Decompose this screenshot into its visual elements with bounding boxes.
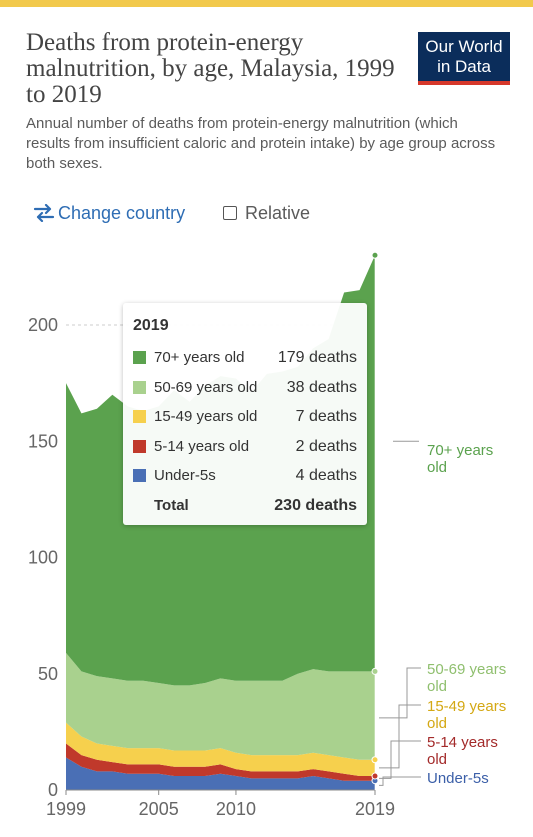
hover-point — [371, 251, 379, 259]
relative-label: Relative — [245, 203, 311, 223]
series-end-label-line: old — [427, 751, 447, 768]
series-end-label: Under-5s — [427, 770, 489, 787]
tooltip-series-value: 38 deaths — [286, 378, 357, 396]
y-tick-label: 200 — [28, 315, 58, 335]
chart-subtitle: Annual number of deaths from protein-ene… — [26, 115, 496, 172]
logo-text: Our World in Data — [418, 37, 510, 77]
series-end-label: 70+ years old — [427, 442, 493, 476]
tooltip-swatch — [133, 380, 146, 394]
tooltip-row: 70+ years old 179 deaths — [133, 348, 357, 368]
y-tick-label: 100 — [28, 548, 58, 568]
tooltip-row: 50-69 years old 38 deaths — [133, 378, 357, 398]
top-accent-bar — [0, 0, 533, 7]
x-tick-label: 1999 — [46, 799, 86, 819]
chart-tooltip: 2019 70+ years old 179 deaths 50-69 years … — [123, 303, 367, 525]
tooltip-series-label: Under-5s — [154, 467, 216, 484]
hover-point — [371, 772, 379, 780]
logo-line-2: in Data — [437, 57, 491, 76]
logo-stripe — [418, 81, 510, 85]
tooltip-series-value: 7 deaths — [295, 408, 357, 425]
y-tick-label: 0 — [48, 780, 58, 800]
checkbox-icon[interactable] — [223, 206, 237, 220]
series-end-label-line: old — [427, 715, 447, 732]
chart-title: Deaths from protein-energy malnutrition,… — [26, 29, 395, 108]
x-tick-label: 2010 — [216, 799, 256, 819]
tooltip-series-label: 70+ years old — [154, 349, 245, 366]
tooltip-series-value: 179 deaths — [277, 349, 357, 366]
tooltip-total-label: Total — [154, 496, 189, 514]
label-leader-line — [379, 704, 421, 769]
series-end-label-line: Under-5s — [427, 770, 489, 787]
hover-point — [371, 667, 379, 675]
label-leader-line — [379, 667, 421, 719]
series-end-label: 50-69 years old — [427, 661, 506, 695]
change-country-label: Change country — [58, 203, 186, 223]
tooltip-year: 2019 — [133, 317, 169, 334]
series-end-label-line: old — [427, 459, 447, 476]
x-tick-label: 2019 — [355, 799, 395, 819]
label-leader-line — [379, 776, 421, 786]
tooltip-total-row: Total 230 deaths — [133, 496, 357, 516]
tooltip-series-label: 15-49 years old — [154, 408, 258, 425]
series-end-label-line: old — [427, 678, 447, 695]
hover-point — [371, 756, 379, 764]
swap-arrows-icon — [33, 204, 55, 222]
owid-logo[interactable]: Our World in Data — [418, 32, 510, 85]
tooltip-row: Under-5s 4 deaths — [133, 466, 357, 486]
series-end-label-line: 50-69 years — [427, 661, 506, 678]
tooltip-series-value: 4 deaths — [295, 467, 357, 484]
series-end-label-line: 15-49 years — [427, 698, 506, 715]
tooltip-row: 15-49 years old 7 deaths — [133, 407, 357, 427]
change-country-button[interactable]: Change country — [33, 201, 185, 225]
label-leader-line — [379, 740, 421, 779]
y-tick-label: 150 — [28, 431, 58, 451]
logo-line-1: Our World — [425, 37, 503, 56]
tooltip-series-value: 2 deaths — [295, 437, 357, 455]
area-series-15-49-years-old[interactable] — [66, 722, 375, 777]
relative-toggle[interactable]: Relative — [223, 201, 310, 225]
tooltip-swatch — [133, 439, 146, 453]
x-tick-label: 2005 — [139, 799, 179, 819]
tooltip-total-value: 230 deaths — [274, 496, 357, 514]
y-tick-label: 50 — [38, 664, 58, 684]
area-series-50-69-years-old[interactable] — [66, 652, 375, 760]
series-end-label-line: 5-14 years — [427, 734, 498, 751]
tooltip-swatch — [133, 469, 146, 482]
tooltip-series-label: 50-69 years old — [154, 378, 258, 396]
tooltip-series-label: 5-14 years old — [154, 437, 250, 455]
tooltip-swatch — [133, 410, 146, 423]
series-end-label: 5-14 years old — [427, 734, 498, 768]
tooltip-swatch — [133, 351, 146, 364]
series-end-label-line: 70+ years — [427, 442, 493, 459]
series-end-label: 15-49 years old — [427, 698, 506, 732]
tooltip-row: 5-14 years old 2 deaths — [133, 437, 357, 457]
